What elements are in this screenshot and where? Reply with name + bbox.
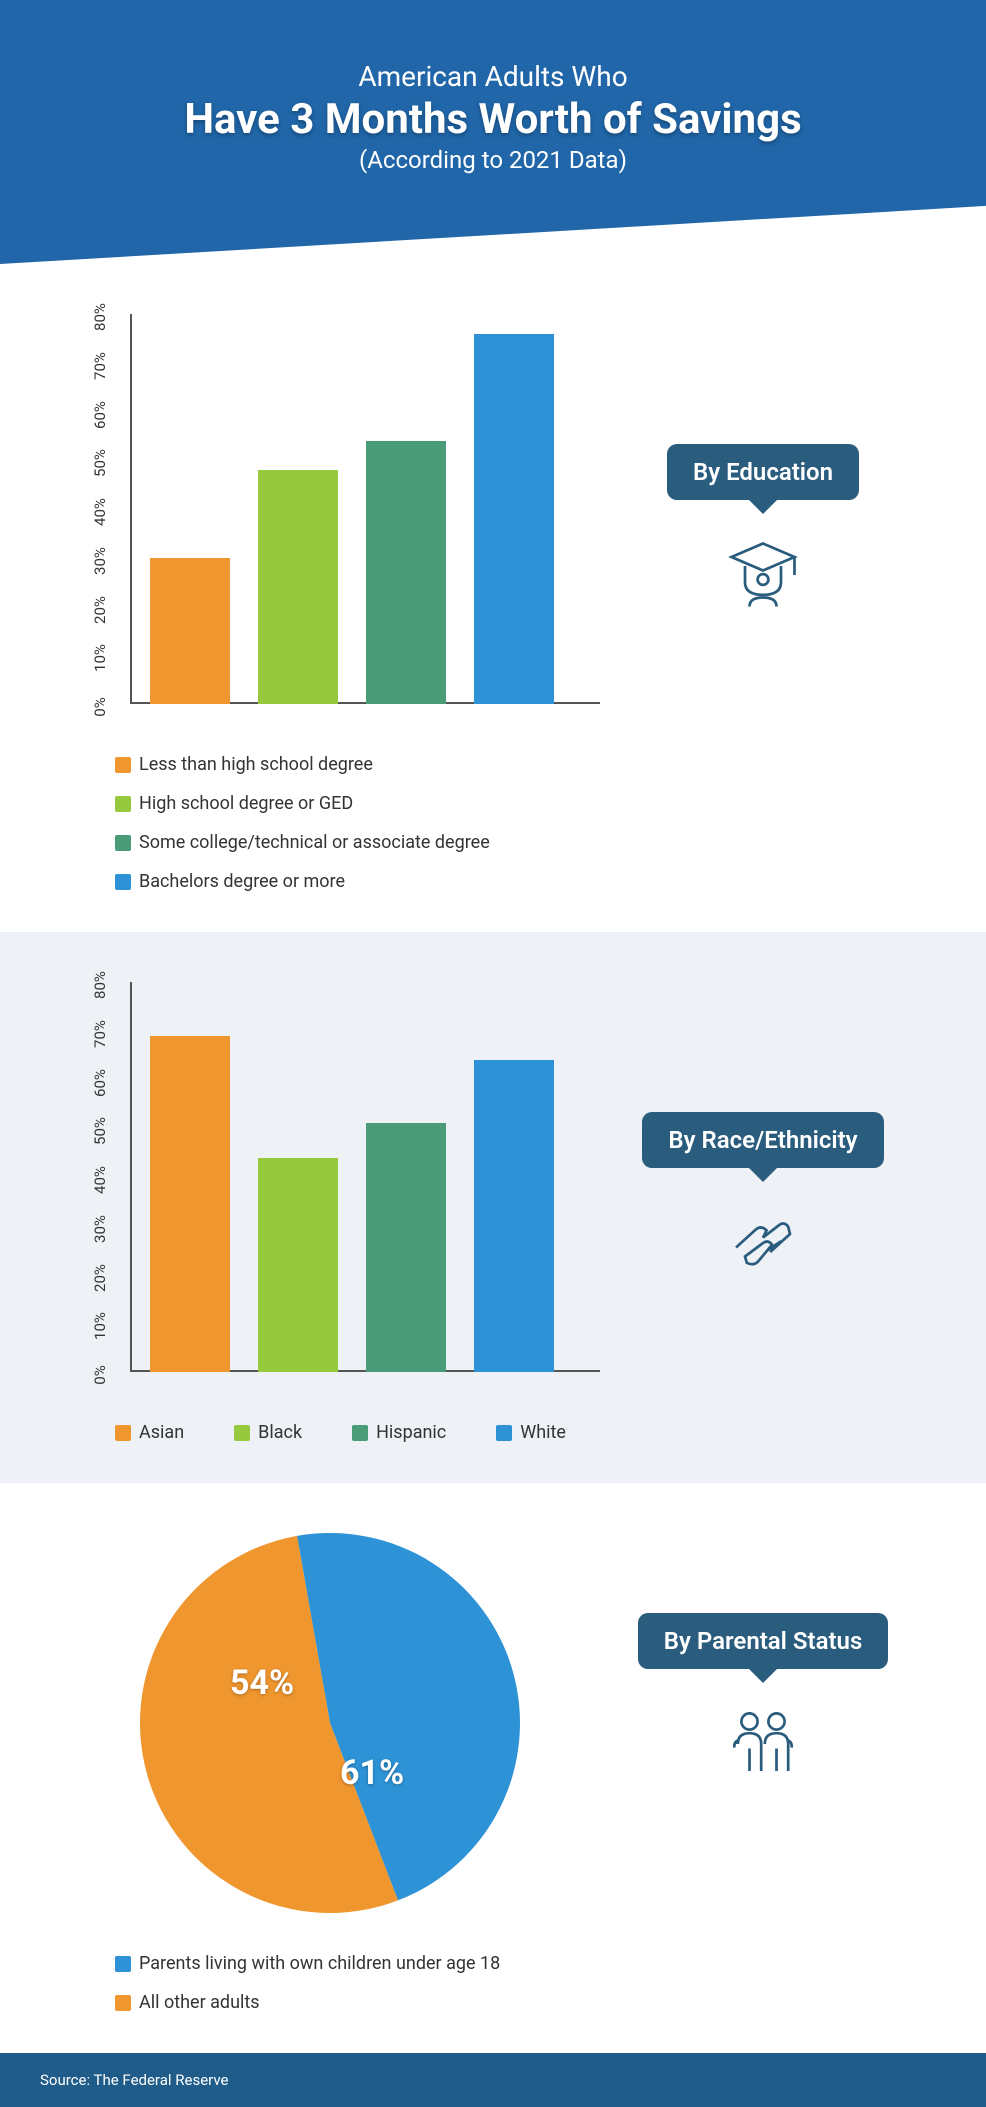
ytick-label: 30%: [91, 546, 109, 576]
header-pretitle: American Adults Who: [40, 60, 946, 93]
pie-svg: [140, 1533, 520, 1913]
legend-item: Bachelors degree or more: [115, 871, 345, 892]
pie-value-1: 61%: [340, 1753, 404, 1793]
race-badge: By Race/Ethnicity: [642, 1112, 883, 1168]
legend-label: High school degree or GED: [139, 793, 353, 814]
family-icon: [718, 1699, 808, 1793]
ytick-label: 40%: [91, 1165, 109, 1195]
bar: [150, 1036, 230, 1372]
ytick-label: 0%: [91, 692, 109, 722]
legend-label: Some college/technical or associate degr…: [139, 832, 490, 853]
ytick-label: 0%: [91, 1360, 109, 1390]
ytick-label: 20%: [91, 1263, 109, 1293]
parental-badge: By Parental Status: [638, 1613, 889, 1669]
legend-label: Less than high school degree: [139, 754, 373, 775]
legend-swatch: [115, 1425, 131, 1441]
legend-item: All other adults: [115, 1992, 600, 2013]
legend-item: Some college/technical or associate degr…: [115, 832, 490, 853]
ytick-label: 30%: [91, 1214, 109, 1244]
legend-swatch: [115, 874, 131, 890]
ytick-label: 10%: [91, 1311, 109, 1341]
education-chart: 0%10%20%30%40%50%60%70%80% Less than hig…: [60, 314, 600, 892]
ytick-label: 70%: [91, 1019, 109, 1049]
ytick-label: 80%: [91, 970, 109, 1000]
legend-item: White: [496, 1422, 566, 1443]
legend-label: White: [520, 1422, 566, 1443]
bar: [474, 1060, 554, 1372]
legend-item: Less than high school degree: [115, 754, 373, 775]
ytick-label: 60%: [91, 400, 109, 430]
pie-value-0: 54%: [230, 1663, 294, 1703]
education-badge: By Education: [667, 444, 859, 500]
legend-swatch: [115, 757, 131, 773]
legend-swatch: [352, 1425, 368, 1441]
legend-label: Bachelors degree or more: [139, 871, 345, 892]
legend-swatch: [115, 796, 131, 812]
footer-source: Source: The Federal Reserve: [0, 2053, 986, 2107]
header-subtitle: (According to 2021 Data): [40, 146, 946, 174]
ytick-label: 10%: [91, 643, 109, 673]
legend-item: Hispanic: [352, 1422, 446, 1443]
legend-swatch: [234, 1425, 250, 1441]
legend-label: All other adults: [139, 1992, 260, 2013]
bars-group: [130, 314, 600, 704]
ytick-label: 50%: [91, 1116, 109, 1146]
section-parental: 54% 61% Parents living with own children…: [0, 1483, 986, 2053]
ytick-label: 50%: [91, 448, 109, 478]
legend-item: Black: [234, 1422, 302, 1443]
legend-swatch: [115, 1995, 131, 2011]
ytick-label: 20%: [91, 595, 109, 625]
parental-pie: 54% 61%: [140, 1533, 520, 1913]
race-chart: 0%10%20%30%40%50%60%70%80% AsianBlackHis…: [60, 982, 600, 1443]
legend-item: Parents living with own children under a…: [115, 1953, 600, 1974]
legend-label: Hispanic: [376, 1422, 446, 1443]
bar: [258, 1158, 338, 1373]
graduation-icon: [718, 530, 808, 624]
section-education: 0% 10% 20% 30% 40% 50% 60% 70% 80% Less than hig…: [0, 264, 986, 932]
section-race: 0% 10% 20% 30% 40% 50% 60% 70% 80% Asian Black His…: [0, 932, 986, 1483]
education-label-area: By Education: [600, 314, 926, 624]
legend-label: Asian: [139, 1422, 184, 1443]
bar: [258, 470, 338, 704]
parental-label-area: By Parental Status: [600, 1533, 926, 1793]
bar: [366, 1123, 446, 1372]
ytick-label: 60%: [91, 1068, 109, 1098]
ytick-label: 80%: [91, 302, 109, 332]
legend-label: Parents living with own children under a…: [139, 1953, 500, 1974]
hands-icon: [718, 1198, 808, 1292]
bars-group: [130, 982, 600, 1372]
legend-swatch: [115, 835, 131, 851]
bar: [474, 334, 554, 705]
race-label-area: By Race/Ethnicity: [600, 982, 926, 1292]
bar: [366, 441, 446, 704]
ytick-label: 40%: [91, 497, 109, 527]
header-title: Have 3 Months Worth of Savings: [40, 95, 946, 144]
legend-item: Asian: [115, 1422, 184, 1443]
legend-swatch: [115, 1956, 131, 1972]
ytick-label: 70%: [91, 351, 109, 381]
header-banner: American Adults Who Have 3 Months Worth …: [0, 0, 986, 264]
legend-item: High school degree or GED: [115, 793, 353, 814]
parental-chart: 54% 61% Parents living with own children…: [60, 1533, 600, 2013]
legend-label: Black: [258, 1422, 302, 1443]
legend-swatch: [496, 1425, 512, 1441]
bar: [150, 558, 230, 704]
